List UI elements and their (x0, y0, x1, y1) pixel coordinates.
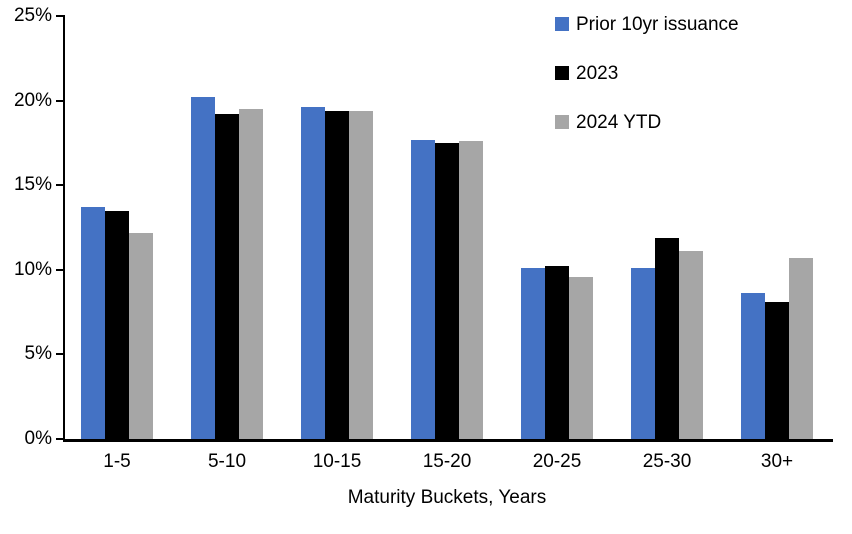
legend: Prior 10yr issuance 2023 2024 YTD (555, 0, 845, 150)
y-axis-tick-label: 5% (24, 343, 52, 365)
x-axis-category-label: 10-15 (312, 451, 362, 472)
x-axis-category-label: 5-10 (207, 451, 247, 472)
bar-prior-10yr-issuance-15-20 (411, 139, 435, 439)
bar-2024-ytd-20-25 (569, 276, 593, 439)
y-axis-tick-label: 0% (24, 428, 52, 449)
y-axis-tick (56, 99, 64, 102)
bar-2024-ytd-30+ (789, 257, 813, 439)
y-axis-line (63, 15, 65, 442)
bar-prior-10yr-issuance-20-25 (521, 268, 545, 439)
x-axis-line (63, 439, 833, 442)
bar-2024-ytd-25-30 (679, 251, 703, 439)
x-axis-category-label: 1-5 (103, 451, 131, 472)
y-axis-tick-label: 10% (13, 258, 52, 280)
y-axis-tick (56, 268, 64, 271)
y-axis-tick-label: 25% (13, 5, 52, 26)
bar-2024-ytd-15-20 (459, 141, 483, 439)
bar-2023-1-5 (105, 210, 129, 439)
legend-label: Prior 10yr issuance (576, 14, 739, 35)
y-axis-tick-label: 15% (13, 174, 52, 196)
legend-swatch-icon (555, 17, 569, 31)
bar-2024-ytd-10-15 (349, 110, 373, 439)
bar-2023-15-20 (435, 142, 459, 439)
legend-label: 2024 YTD (576, 112, 662, 133)
bar-2023-5-10 (215, 114, 239, 439)
bar-2024-ytd-5-10 (239, 109, 263, 439)
y-axis-tick (56, 184, 64, 187)
bar-prior-10yr-issuance-30+ (741, 293, 765, 439)
legend-swatch-icon (555, 66, 569, 80)
y-axis-tick (56, 438, 64, 440)
bar-2023-25-30 (655, 237, 679, 439)
y-axis-tick (56, 15, 64, 17)
x-axis-category-label: 25-30 (642, 451, 692, 472)
bar-prior-10yr-issuance-25-30 (631, 268, 655, 439)
bar-2023-30+ (765, 301, 789, 439)
x-axis-title: Maturity Buckets, Years (347, 487, 547, 508)
y-axis-tick-label: 20% (13, 89, 52, 111)
x-axis-category-label: 30+ (760, 451, 794, 472)
bar-2023-20-25 (545, 266, 569, 439)
x-axis-category-label: 15-20 (422, 451, 472, 472)
bar-2023-10-15 (325, 110, 349, 439)
bar-2024-ytd-1-5 (129, 232, 153, 439)
y-axis-tick (56, 353, 64, 356)
bar-prior-10yr-issuance-1-5 (81, 207, 105, 439)
legend-swatch-icon (555, 115, 569, 129)
x-axis-category-label: 20-25 (532, 451, 582, 472)
legend-label: 2023 (576, 63, 619, 84)
bar-prior-10yr-issuance-10-15 (301, 107, 325, 439)
bar-prior-10yr-issuance-5-10 (191, 97, 215, 439)
